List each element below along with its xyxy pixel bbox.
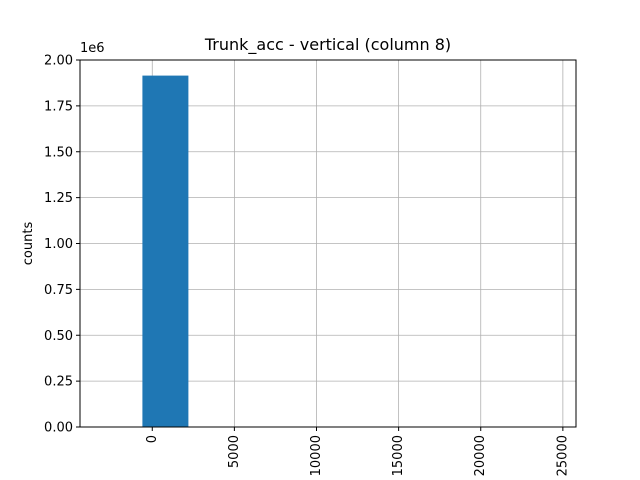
x-tick-label: 15000 xyxy=(391,435,406,476)
y-tick-label: 1.00 xyxy=(44,237,73,252)
y-tick-label: 1.75 xyxy=(44,99,73,114)
x-tick-label: 10000 xyxy=(309,435,324,476)
y-tick-label: 0.25 xyxy=(44,375,73,390)
y-tick-label: 0.00 xyxy=(44,421,73,436)
x-tick-label: 25000 xyxy=(555,435,570,476)
histogram-bar xyxy=(142,75,189,427)
x-tick-label: 20000 xyxy=(473,435,488,476)
y-tick-label: 0.75 xyxy=(44,283,73,298)
y-tick-label: 2.00 xyxy=(44,54,73,69)
x-tick-label: 0 xyxy=(145,435,160,443)
y-axis-offset-label: 1e6 xyxy=(80,41,105,56)
y-tick-label: 1.50 xyxy=(44,145,73,160)
x-tick-label: 5000 xyxy=(227,435,242,468)
chart-title: Trunk_acc - vertical (column 8) xyxy=(204,35,451,55)
bars xyxy=(142,75,189,427)
y-axis-label: counts xyxy=(21,222,36,266)
y-tick-label: 0.50 xyxy=(44,329,73,344)
y-tick-label: 1.25 xyxy=(44,191,73,206)
axis-ticks: 0.00 0.25 0.50 0.75 1.00 1.25 1.50 1.75 2.00 0 500… xyxy=(44,54,570,477)
